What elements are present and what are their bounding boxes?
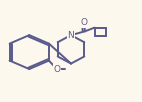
- Text: O: O: [81, 18, 88, 27]
- Text: N: N: [68, 31, 74, 40]
- Text: O: O: [54, 65, 60, 74]
